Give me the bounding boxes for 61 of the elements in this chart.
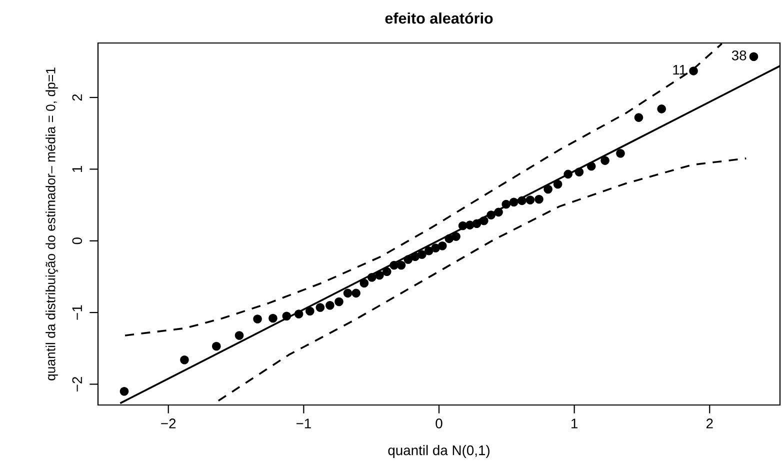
- annotation: 11: [673, 64, 686, 75]
- point: [120, 386, 129, 396]
- y-axis-title: quantil da distribuição do estimador– média = 0, dp=1: [45, 68, 58, 380]
- annotation: 38: [732, 50, 746, 60]
- point: [600, 156, 610, 165]
- x-tick-label: 2: [706, 418, 713, 428]
- point: [382, 267, 392, 276]
- point: [316, 303, 325, 312]
- line-series: [218, 158, 748, 402]
- point: [518, 196, 526, 206]
- point: [634, 113, 644, 122]
- point: [343, 288, 352, 298]
- x-tick-label: 1: [572, 418, 578, 428]
- point: [375, 270, 384, 280]
- point: [534, 194, 544, 204]
- point: [306, 306, 314, 316]
- point: [234, 331, 244, 340]
- point: [212, 342, 221, 351]
- point: [282, 312, 292, 321]
- point: [502, 200, 511, 209]
- point: [749, 52, 758, 62]
- point: [360, 278, 369, 288]
- point: [352, 288, 360, 298]
- x-axis-title: quantil da N(0,1): [388, 445, 490, 458]
- point: [268, 314, 278, 323]
- point: [480, 216, 488, 226]
- point: [586, 162, 596, 171]
- point: [438, 241, 447, 250]
- point: [294, 310, 304, 318]
- point: [404, 255, 413, 264]
- point: [390, 260, 398, 270]
- y-tick-label: 0: [72, 238, 82, 244]
- point: [689, 66, 698, 76]
- x-tick-label: 0: [436, 418, 442, 428]
- point: [418, 250, 426, 259]
- y-tick-label: −1: [72, 305, 82, 320]
- point: [526, 196, 535, 204]
- point: [396, 260, 406, 270]
- x-tick-label: −1: [296, 418, 311, 428]
- point: [553, 180, 562, 189]
- y-tick-label: 1: [72, 166, 82, 172]
- x-tick-label: −2: [161, 418, 176, 428]
- point: [564, 170, 572, 179]
- point: [616, 149, 625, 158]
- point: [334, 297, 344, 306]
- point: [180, 355, 189, 364]
- point: [657, 104, 666, 114]
- point: [509, 198, 518, 207]
- point: [253, 314, 262, 324]
- point: [544, 184, 552, 194]
- point: [452, 232, 460, 241]
- point: [486, 210, 496, 220]
- point: [326, 300, 334, 310]
- chart-title: efeito aleatório: [385, 12, 493, 24]
- point: [574, 168, 584, 176]
- y-tick-label: 2: [72, 94, 82, 101]
- y-tick-label: −2: [72, 376, 82, 392]
- point: [494, 208, 503, 217]
- point: [424, 246, 434, 256]
- point: [472, 219, 482, 228]
- point: [367, 273, 376, 282]
